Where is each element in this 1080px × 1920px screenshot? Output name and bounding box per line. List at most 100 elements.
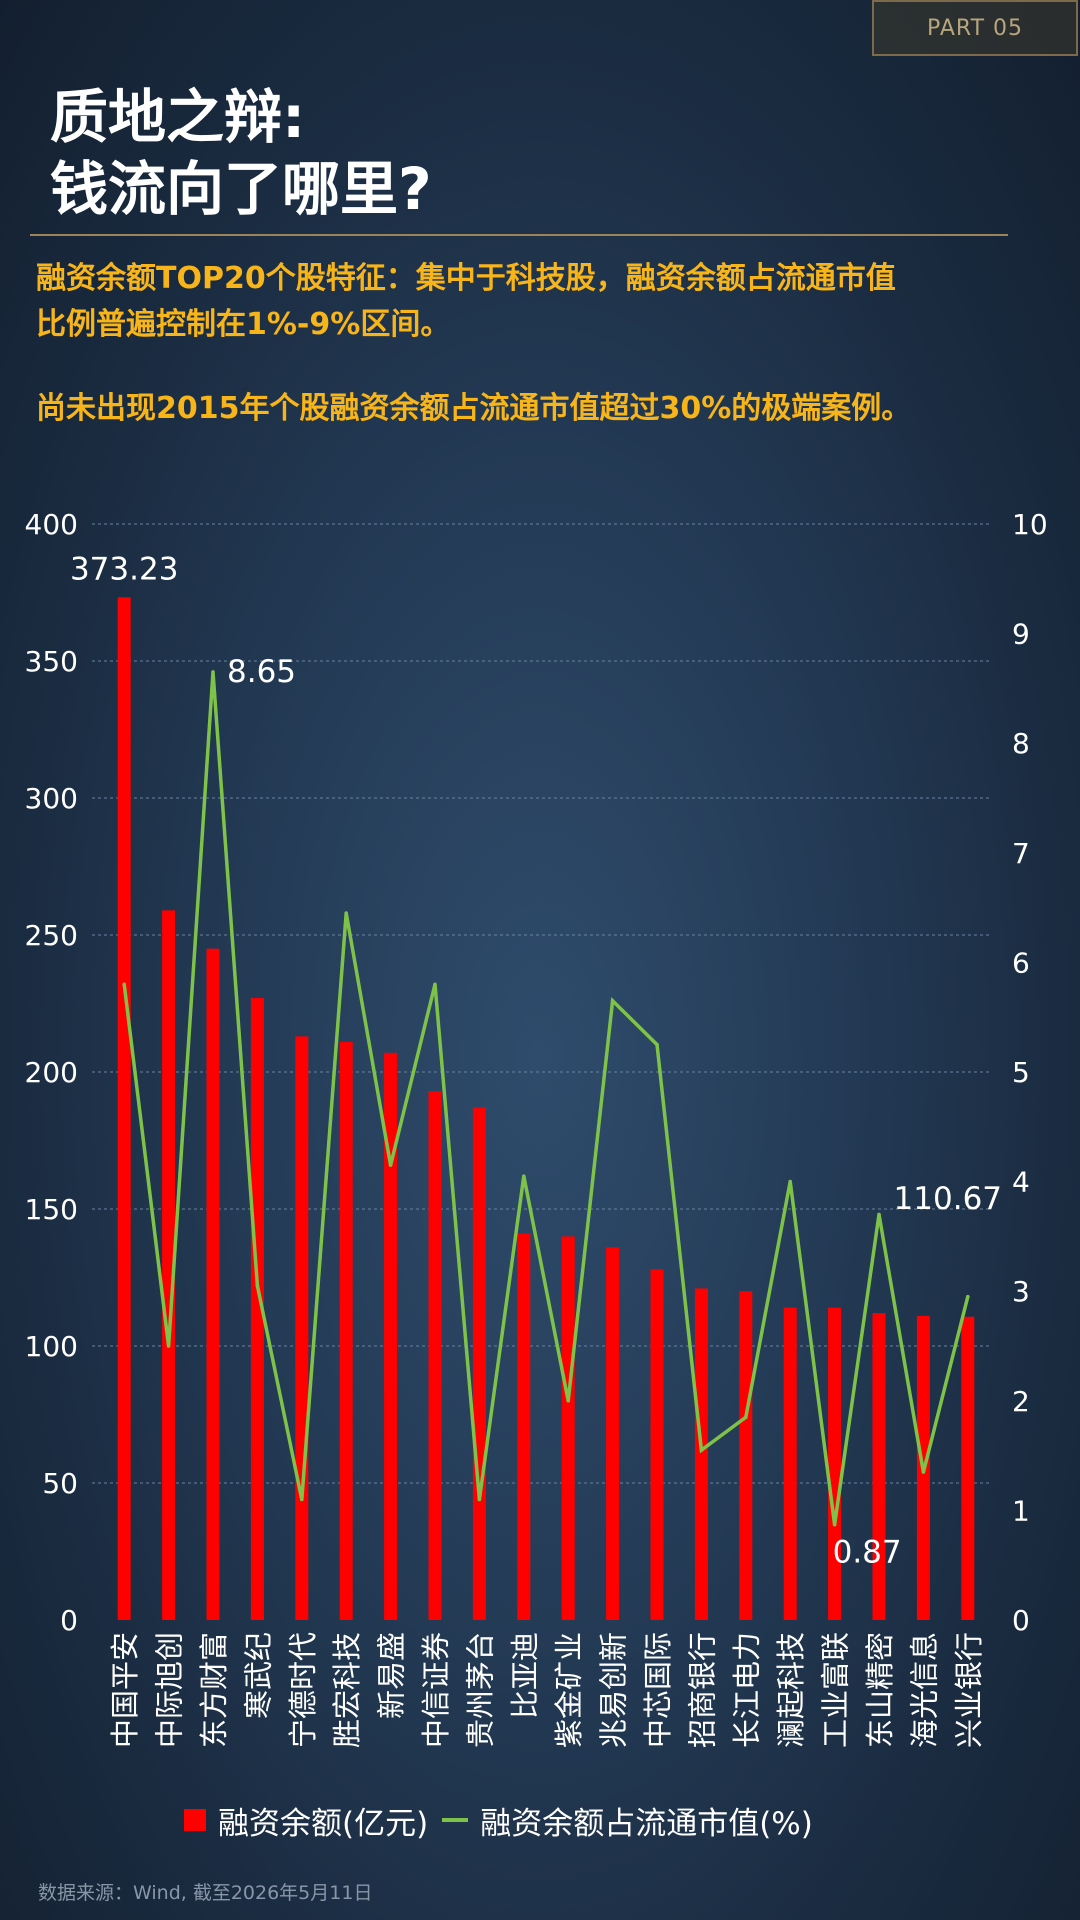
line-point: [211, 670, 215, 674]
category-label: 寒武纪: [241, 1632, 275, 1719]
right-tick-label: 0: [1012, 1604, 1030, 1637]
left-tick-label: 250: [25, 919, 78, 952]
bar-mark: [606, 1247, 620, 1620]
category-label: 长江电力: [730, 1632, 764, 1748]
bar-mark: [384, 1052, 398, 1620]
bar-mark: [783, 1307, 797, 1620]
line-point: [477, 1497, 482, 1502]
legend-bar-label: 融资余额(亿元): [218, 1805, 429, 1842]
line-point: [522, 1174, 526, 1178]
left-tick-label: 300: [25, 782, 78, 815]
left-tick-label: 400: [25, 508, 78, 541]
data-label: 0.87: [833, 1535, 902, 1571]
data-source-note: 数据来源：Wind, 截至2026年5月11日: [38, 1882, 373, 1904]
line-point: [388, 1163, 393, 1167]
line-point: [655, 1042, 659, 1047]
bar-mark: [117, 597, 131, 1620]
line-point: [699, 1448, 704, 1452]
bar-mark: [206, 948, 220, 1620]
category-label: 比亚迪: [508, 1632, 542, 1719]
right-tick-label: 4: [1012, 1166, 1030, 1199]
category-label: 贵州茅台: [463, 1632, 497, 1748]
subtitle-line2: 比例普遍控制在1%-9%区间。: [36, 307, 451, 342]
category-label: 胜宏科技: [330, 1632, 364, 1748]
category-label: 宁德时代: [286, 1632, 320, 1748]
bar-mark: [472, 1107, 486, 1620]
data-annotations: 373.23 8.65 0.87 110.67: [70, 551, 1002, 1570]
title-divider: [30, 234, 1008, 236]
left-tick-label: 350: [25, 645, 78, 678]
category-label: 兆易创新: [597, 1632, 631, 1748]
left-tick-label: 150: [25, 1193, 78, 1226]
right-axis: 0 1 2 3 4 5 6 7 8 9 10: [1012, 508, 1048, 1637]
category-labels: 中国平安 中际旭创 东方财富 寒武纪 宁德时代 胜宏科技 新易盛 中信证券 贵州茅台 比亚迪 紫金矿…: [108, 1632, 986, 1748]
right-tick-label: 9: [1012, 618, 1030, 651]
category-label: 新易盛: [375, 1632, 409, 1719]
category-label: 招商银行: [685, 1632, 719, 1748]
line-point: [433, 982, 437, 987]
right-tick-label: 10: [1012, 508, 1048, 541]
page-title-line1: 质地之辩:: [50, 83, 306, 151]
left-tick-label: 0: [60, 1604, 78, 1637]
bar-series: [117, 597, 975, 1620]
bar-mark: [961, 1316, 975, 1620]
category-label: 工业富联: [819, 1632, 853, 1748]
category-label: 澜起科技: [774, 1632, 808, 1748]
category-label: 中际旭创: [153, 1632, 187, 1748]
bar-mark: [250, 998, 264, 1620]
line-point: [300, 1497, 304, 1502]
subtitle-line1: 融资余额TOP20个股特征：集中于科技股，融资余额占流通市值: [36, 261, 896, 296]
line-point: [610, 998, 615, 1003]
data-label: 8.65: [227, 654, 296, 690]
right-tick-label: 6: [1012, 946, 1030, 979]
category-label: 东方财富: [197, 1632, 231, 1748]
right-tick-label: 3: [1012, 1275, 1030, 1308]
page-title-line2: 钱流向了哪里?: [50, 155, 432, 223]
bar-mark: [739, 1291, 753, 1620]
line-point: [344, 911, 349, 915]
combo-chart: 0 50 100 150 200 250 300 350 400 0 1 2 3 4 5 6 7 8 9 10 中国…: [25, 508, 1048, 1748]
data-label: 110.67: [894, 1181, 1002, 1217]
line-series: [122, 670, 970, 1527]
category-label: 紫金矿业: [552, 1632, 586, 1748]
right-tick-label: 1: [1012, 1494, 1030, 1527]
bar-mark: [694, 1288, 708, 1620]
line-series-path: [122, 671, 970, 1525]
subtitle-line3: 尚未出现2015年个股融资余额占流通市值超过30%的极端案例。: [36, 391, 912, 426]
line-point: [966, 1294, 970, 1299]
line-point: [744, 1415, 748, 1420]
right-tick-label: 2: [1012, 1385, 1030, 1418]
data-label: 373.23: [70, 551, 178, 587]
legend-line-swatch: [442, 1818, 469, 1822]
right-tick-label: 5: [1012, 1056, 1030, 1089]
bar-mark: [162, 910, 176, 1620]
bar-mark: [561, 1236, 575, 1620]
category-label: 东山精密: [863, 1632, 897, 1748]
left-axis: 0 50 100 150 200 250 300 350 400: [25, 508, 78, 1637]
line-point: [122, 982, 126, 987]
line-point: [255, 1283, 260, 1288]
right-tick-label: 7: [1012, 837, 1030, 870]
legend-line-label: 融资余额占流通市值(%): [480, 1805, 813, 1842]
part-badge: PART 05: [872, 0, 1078, 56]
bar-mark: [872, 1313, 886, 1620]
category-label: 海光信息: [907, 1632, 941, 1748]
category-label: 中信证券: [419, 1632, 453, 1748]
category-label: 兴业银行: [952, 1632, 986, 1748]
category-label: 中芯国际: [641, 1632, 675, 1748]
line-point: [921, 1470, 926, 1474]
line-point: [166, 1344, 171, 1348]
line-point: [788, 1179, 792, 1184]
line-point: [832, 1522, 837, 1527]
line-point: [566, 1399, 570, 1403]
bar-mark: [517, 1233, 531, 1620]
bar-mark: [650, 1269, 664, 1620]
left-tick-label: 50: [42, 1467, 78, 1500]
right-tick-label: 8: [1012, 727, 1030, 760]
bar-mark: [295, 1036, 309, 1620]
bar-mark: [828, 1307, 842, 1620]
bar-mark: [428, 1091, 442, 1620]
legend-bar-swatch: [184, 1809, 206, 1831]
category-label: 中国平安: [108, 1632, 142, 1748]
left-tick-label: 100: [25, 1330, 78, 1363]
